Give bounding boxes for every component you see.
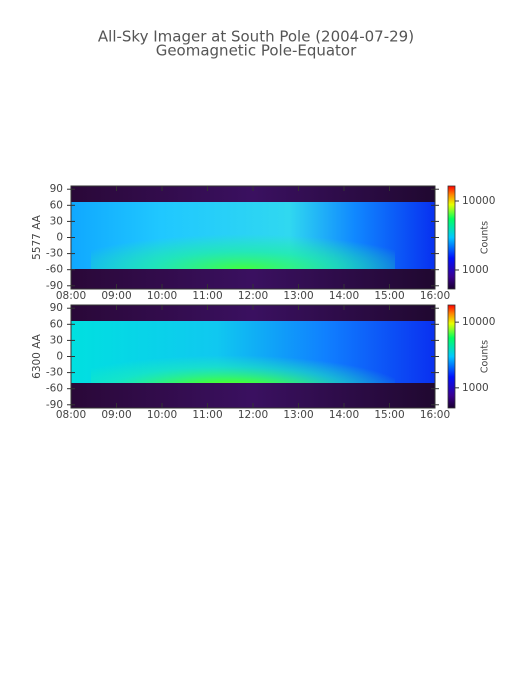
y-tick-label: 60 bbox=[50, 318, 63, 330]
y-tick-label: -90 bbox=[46, 399, 63, 411]
colorbar-tick-label: 10000 bbox=[462, 316, 495, 328]
y-tick-label: -60 bbox=[46, 383, 63, 395]
x-tick-label: 16:00 bbox=[420, 290, 450, 302]
colorbar bbox=[447, 185, 456, 290]
colorbar-tick-label: 1000 bbox=[462, 264, 489, 276]
y-tick-label: 30 bbox=[50, 215, 63, 227]
colorbar-label: Counts bbox=[480, 221, 491, 254]
x-tick-label: 08:00 bbox=[56, 290, 86, 302]
y-tick-label: -60 bbox=[46, 264, 63, 276]
chart-title: All-Sky Imager at South Pole (2004-07-29… bbox=[98, 28, 414, 46]
x-tick-label: 08:00 bbox=[56, 409, 86, 421]
y-tick-label: -30 bbox=[46, 367, 63, 379]
y-tick-label: 0 bbox=[56, 232, 63, 244]
x-tick-label: 16:00 bbox=[420, 409, 450, 421]
keogram-glow bbox=[91, 330, 395, 393]
colorbar bbox=[447, 304, 456, 409]
keogram-glow bbox=[91, 211, 395, 269]
y-axis-label: 5577 AA bbox=[31, 214, 43, 260]
x-tick-label: 13:00 bbox=[283, 409, 313, 421]
x-tick-label: 14:00 bbox=[329, 290, 359, 302]
y-tick-label: 0 bbox=[56, 351, 63, 363]
y-tick-label: -30 bbox=[46, 248, 63, 260]
y-tick-label: 60 bbox=[50, 199, 63, 211]
colorbar-tick-label: 10000 bbox=[462, 195, 495, 207]
x-tick-label: 15:00 bbox=[374, 409, 404, 421]
x-tick-label: 11:00 bbox=[192, 409, 222, 421]
x-tick-label: 12:00 bbox=[238, 290, 268, 302]
y-tick-label: -90 bbox=[46, 280, 63, 292]
y-axis-label: 6300 AA bbox=[31, 333, 43, 379]
x-tick-label: 15:00 bbox=[374, 290, 404, 302]
y-tick-label: 90 bbox=[50, 183, 63, 195]
x-tick-label: 14:00 bbox=[329, 409, 359, 421]
y-tick-label: 90 bbox=[50, 302, 63, 314]
x-tick-label: 09:00 bbox=[101, 409, 131, 421]
y-tick-label: 30 bbox=[50, 334, 63, 346]
x-tick-label: 10:00 bbox=[147, 409, 177, 421]
x-tick-label: 13:00 bbox=[283, 290, 313, 302]
x-tick-label: 11:00 bbox=[192, 290, 222, 302]
x-tick-label: 12:00 bbox=[238, 409, 268, 421]
chart-subtitle: Geomagnetic Pole-Equator bbox=[156, 42, 357, 60]
x-tick-label: 10:00 bbox=[147, 290, 177, 302]
colorbar-tick-label: 1000 bbox=[462, 382, 489, 394]
x-tick-label: 09:00 bbox=[101, 290, 131, 302]
colorbar-label: Counts bbox=[480, 340, 491, 373]
